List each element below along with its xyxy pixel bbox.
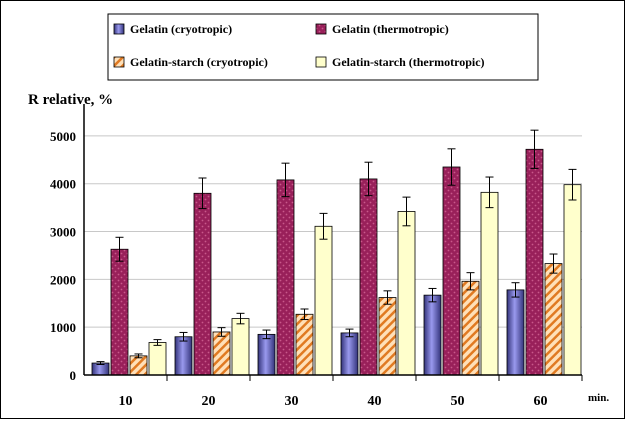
bar (276, 179, 295, 376)
x-tick-label: 40 (368, 394, 382, 409)
legend-label: Gelatin (thermotropic) (332, 22, 449, 36)
bar (359, 178, 378, 376)
bar (423, 294, 442, 376)
bar (148, 342, 167, 376)
x-axis-unit: min. (588, 392, 609, 404)
x-tick-label: 10 (119, 394, 133, 409)
bar (314, 225, 333, 376)
legend-label: Gelatin-starch (cryotropic) (130, 55, 268, 69)
bar (461, 280, 480, 376)
legend-swatch (315, 23, 327, 35)
legend-swatch (113, 23, 125, 35)
legend: Gelatin (cryotropic) Gelatin (thermotropi… (113, 22, 485, 69)
bar (480, 191, 499, 376)
bar (506, 289, 525, 376)
bar (174, 336, 193, 376)
x-tick-label: 20 (202, 394, 216, 409)
bar (563, 184, 582, 376)
bar (110, 248, 129, 376)
y-axis-label: R relative, % (28, 92, 113, 108)
legend-swatch (113, 56, 125, 68)
y-tick-label: 5000 (50, 129, 76, 144)
legend-swatch (315, 56, 327, 68)
y-tick-label: 3000 (50, 225, 76, 240)
y-tick-label: 1000 (50, 320, 76, 335)
bar (397, 211, 416, 376)
bar (129, 355, 148, 376)
x-tick-labels: 10 20 30 40 50 60 (119, 394, 548, 409)
bar (544, 263, 563, 376)
bar (212, 331, 231, 376)
bar (193, 192, 212, 376)
x-tick-label: 30 (285, 394, 299, 409)
y-tick-label: 2000 (50, 272, 76, 287)
gridlines (84, 135, 582, 328)
y-tick-label: 4000 (50, 177, 76, 192)
bar (231, 318, 250, 376)
bar (295, 313, 314, 376)
axes (83, 104, 583, 381)
x-tick-label: 60 (534, 394, 548, 409)
bar (442, 166, 461, 376)
bar (525, 148, 544, 376)
bar (340, 332, 359, 376)
bars (91, 148, 582, 376)
x-tick-label: 50 (451, 394, 465, 409)
bar (378, 297, 397, 376)
error-bars (96, 129, 577, 365)
bar (257, 333, 276, 376)
legend-label: Gelatin-starch (thermotropic) (332, 55, 485, 69)
y-tick-label: 0 (70, 368, 77, 383)
y-tick-labels: 0 1000 2000 3000 4000 5000 (50, 129, 76, 383)
legend-label: Gelatin (cryotropic) (130, 22, 232, 36)
